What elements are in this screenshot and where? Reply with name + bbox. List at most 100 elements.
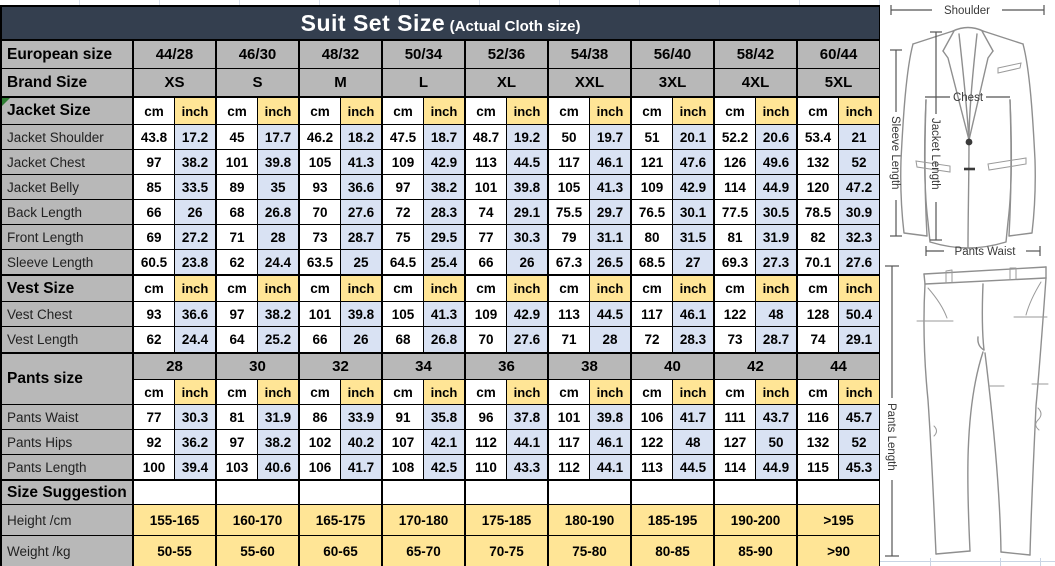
size-cell: L [381, 68, 466, 98]
size-cell: 3XL [630, 68, 715, 98]
pants-diagram: Pants Length [885, 265, 1049, 557]
unit-cell: cm [381, 379, 424, 405]
value-cell: 79 [547, 224, 590, 250]
size-cell: 36 [464, 352, 549, 380]
value-cell: 33.5 [174, 174, 217, 200]
jacket-length-label: Jacket Length [929, 118, 941, 190]
value-cell: 70.1 [796, 249, 839, 276]
row-label: Size Suggestion [0, 479, 134, 505]
value-cell: 91 [381, 404, 424, 430]
value-cell: 112 [464, 429, 507, 455]
range-cell: 85-90 [713, 535, 798, 566]
size-suggestion-row: Size Suggestion [0, 479, 881, 505]
unit-cell: inch [672, 96, 715, 125]
range-cell: 55-60 [215, 535, 300, 566]
size-cell: 48/32 [298, 39, 383, 69]
value-cell: 122 [713, 301, 756, 327]
range-cell: 180-190 [547, 504, 632, 536]
size-cell: S [215, 68, 300, 98]
unit-cell: cm [215, 274, 258, 302]
unit-cell: inch [838, 96, 881, 125]
size-cell: XS [132, 68, 217, 98]
row-label: Jacket Chest [0, 149, 134, 175]
size-cell: XXL [547, 68, 632, 98]
sleeve-length-measure-line [890, 49, 902, 237]
value-cell: 18.2 [340, 124, 383, 150]
value-cell: 101 [547, 404, 590, 430]
value-cell: 82 [796, 224, 839, 250]
range-cell: >90 [795, 535, 881, 566]
value-cell: 50 [547, 124, 590, 150]
value-cell: 43.7 [755, 404, 798, 430]
value-cell: 70 [464, 326, 507, 354]
value-cell: 27.6 [340, 199, 383, 225]
value-cell: 24.4 [257, 249, 300, 276]
unit-cell: inch [257, 96, 300, 125]
value-cell: 19.7 [589, 124, 632, 150]
value-cell: 97 [381, 174, 424, 200]
value-cell: 52 [838, 149, 881, 175]
range-cell: 175-185 [464, 504, 549, 536]
value-cell: 115 [796, 454, 839, 481]
value-cell: 132 [796, 429, 839, 455]
sleeve-length-label: Sleeve Length [889, 116, 901, 190]
range-cell: 190-200 [713, 504, 798, 536]
value-cell: 28.7 [755, 326, 798, 354]
table-row: Pants Length 100 39.4 103 40.6 106 41.7 108… [0, 454, 881, 481]
size-cell: 60/44 [795, 39, 881, 69]
value-cell: 103 [215, 454, 258, 481]
value-cell: 27.2 [174, 224, 217, 250]
value-cell: 50.4 [838, 301, 881, 327]
size-cell: 40 [630, 352, 715, 380]
jacket-outline [900, 26, 1036, 249]
value-cell: 97 [215, 301, 258, 327]
table-row: Vest Length 62 24.4 64 25.2 66 26 68 26.8 70… [0, 326, 881, 354]
pants-details [916, 267, 1049, 437]
value-cell: 105 [298, 149, 341, 175]
value-cell: 45.3 [838, 454, 881, 481]
value-cell: 68 [215, 199, 258, 225]
value-cell: 111 [713, 404, 756, 430]
row-label: Pants Length [0, 454, 134, 481]
value-cell: 18.7 [423, 124, 466, 150]
size-cell: XL [464, 68, 549, 98]
value-cell: 77.5 [713, 199, 756, 225]
european-size-row: European size 44/28 46/30 48/32 50/34 52… [0, 39, 881, 69]
value-cell: 63.5 [298, 249, 341, 276]
empty-cell [630, 479, 715, 505]
row-label: Back Length [0, 199, 134, 225]
value-cell: 81 [713, 224, 756, 250]
value-cell: 113 [464, 149, 507, 175]
value-cell: 26 [174, 199, 217, 225]
value-cell: 42.9 [506, 301, 549, 327]
unit-cell: cm [547, 96, 590, 125]
unit-cell: cm [298, 379, 341, 405]
value-cell: 46.1 [589, 429, 632, 455]
size-cell: 44 [795, 352, 881, 380]
value-cell: 96 [464, 404, 507, 430]
unit-cell: inch [423, 96, 466, 125]
jacket-units-row: Jacket Size cm inch cm inch cm inch cm inch … [0, 96, 881, 125]
unit-cell: inch [506, 274, 549, 302]
unit-cell: cm [630, 274, 673, 302]
value-cell: 68.5 [630, 249, 673, 276]
value-cell: 107 [381, 429, 424, 455]
unit-cell: cm [630, 96, 673, 125]
table-row: Jacket Belly 85 33.5 89 35 93 36.6 97 38.2 1… [0, 174, 881, 200]
value-cell: 20.6 [755, 124, 798, 150]
value-cell: 100 [132, 454, 175, 481]
jacket-details [915, 62, 1027, 173]
value-cell: 39.8 [506, 174, 549, 200]
value-cell: 26.8 [423, 326, 466, 354]
unit-cell: inch [755, 96, 798, 125]
pants-length-measure-line [885, 265, 899, 557]
value-cell: 117 [547, 149, 590, 175]
value-cell: 21 [838, 124, 881, 150]
size-cell: 4XL [713, 68, 798, 98]
value-cell: 92 [132, 429, 175, 455]
range-cell: 170-180 [381, 504, 466, 536]
pants-size-numbers-row: Pants size 28 30 32 34 36 38 40 42 44 [0, 352, 881, 405]
row-label: Vest Length [0, 326, 134, 354]
value-cell: 97 [215, 429, 258, 455]
value-cell: 122 [630, 429, 673, 455]
